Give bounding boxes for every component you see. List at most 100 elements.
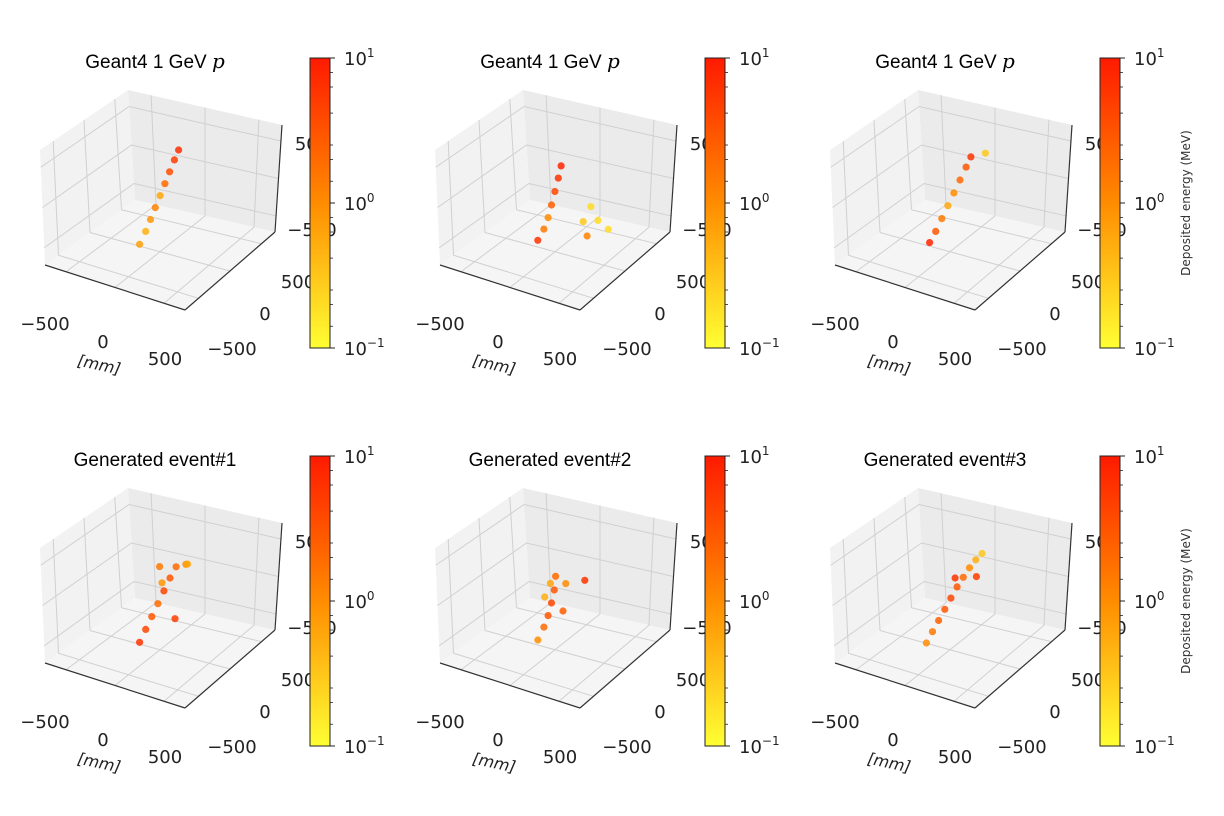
data-point	[557, 162, 565, 170]
colorbar-tick-label: 10−1	[344, 336, 385, 360]
y-tick-label: 0	[654, 702, 665, 723]
axes	[439, 124, 678, 311]
data-point	[978, 549, 986, 558]
x-tick-label: −500	[20, 314, 69, 335]
data-point	[541, 593, 549, 601]
data-point	[161, 180, 169, 188]
x-axis-label: [mm]	[76, 749, 123, 777]
colorbar-tick-label: 101	[344, 46, 375, 70]
data-point	[550, 586, 558, 594]
floor-pane	[440, 598, 670, 708]
grid	[435, 493, 677, 702]
y-tick-label: 500	[1071, 670, 1105, 691]
data-point	[136, 638, 144, 646]
data-point	[604, 225, 612, 233]
x-tick-label: −500	[20, 712, 69, 733]
axes	[44, 522, 283, 709]
x-tick-label: 0	[492, 332, 503, 353]
x-tick-label: −500	[415, 314, 464, 335]
data-point	[981, 149, 989, 157]
data-point	[922, 639, 930, 647]
panel-2: Geant4 1 GeV p−5000500[mm]−5000500−50050…	[415, 46, 779, 378]
x-axis-label: [mm]	[866, 749, 913, 777]
data-point	[544, 214, 552, 222]
scatter-points	[136, 560, 192, 646]
data-point	[562, 580, 570, 588]
x-tick-label: −500	[810, 712, 859, 733]
title-symbol: p	[1002, 49, 1015, 73]
data-point	[146, 215, 155, 224]
data-point	[546, 579, 554, 587]
data-point	[136, 240, 144, 248]
y-tick-label: 500	[676, 670, 710, 691]
data-point	[928, 628, 937, 636]
data-point	[171, 615, 179, 623]
colorbar	[309, 455, 331, 747]
x-tick-label: 500	[148, 747, 182, 768]
data-point	[142, 227, 150, 235]
colorbar-tick-label: 10−1	[344, 734, 385, 758]
panel-title: Geant4 1 GeV p	[875, 49, 1015, 73]
colorbar	[309, 57, 331, 349]
data-point	[148, 613, 156, 621]
colorbar-tick-label: 100	[739, 589, 770, 613]
grid	[435, 95, 677, 304]
data-point	[156, 192, 164, 200]
x-tick-label: 500	[938, 747, 972, 768]
data-point	[534, 236, 542, 244]
x-tick-label: 500	[543, 747, 577, 768]
panel-6: Generated event#3−5000500[mm]−5000500−50…	[810, 444, 1193, 776]
data-point	[962, 163, 970, 171]
data-point	[583, 232, 591, 240]
data-point	[926, 239, 934, 247]
data-point	[170, 156, 178, 164]
data-point	[932, 227, 940, 235]
data-point	[160, 587, 168, 595]
data-point	[156, 563, 164, 571]
y-tick-label: −500	[207, 737, 256, 758]
data-point	[172, 563, 180, 571]
scatter-points	[922, 549, 986, 647]
x-tick-label: 0	[492, 730, 503, 751]
panel-title: Geant4 1 GeV p	[85, 49, 225, 73]
y-tick-label: 500	[676, 272, 710, 293]
data-point	[938, 215, 946, 223]
y-tick-label: 500	[1071, 272, 1105, 293]
data-point	[151, 204, 159, 212]
data-point	[534, 636, 542, 644]
y-tick-label: 0	[1049, 702, 1060, 723]
x-axis-label: [mm]	[471, 351, 518, 379]
y-tick-label: −500	[997, 737, 1046, 758]
colorbar-tick-label: 10−1	[1134, 336, 1175, 360]
colorbar-tick-label: 100	[739, 191, 770, 215]
axes	[834, 522, 1073, 709]
x-tick-label: 0	[887, 332, 898, 353]
data-point	[158, 579, 166, 587]
scatter-points	[534, 162, 612, 244]
y-tick-label: 500	[281, 670, 315, 691]
title-symbol: p	[212, 49, 225, 73]
data-point	[959, 573, 967, 581]
data-point	[587, 203, 595, 211]
data-point	[554, 174, 562, 182]
y-tick-label: 500	[281, 272, 315, 293]
panel-title: Generated event#2	[469, 450, 632, 471]
y-tick-label: −500	[602, 339, 651, 360]
data-point	[581, 576, 589, 584]
colorbar-tick-label: 10−1	[1134, 734, 1175, 758]
data-point	[579, 218, 587, 226]
axes	[44, 124, 283, 311]
floor-pane	[45, 200, 275, 310]
grid	[830, 493, 1072, 702]
data-point	[547, 201, 556, 209]
panel-4: Generated event#1−5000500[mm]−5000500−50…	[20, 444, 384, 776]
colorbar-tick-label: 101	[1134, 444, 1165, 468]
x-axis-label: [mm]	[471, 749, 518, 777]
data-point	[544, 612, 552, 620]
x-tick-label: 500	[543, 349, 577, 370]
panel-3: Geant4 1 GeV p−5000500[mm]−5000500−50050…	[810, 46, 1193, 378]
floor-pane	[440, 200, 670, 310]
data-point	[154, 600, 162, 608]
y-tick-label: −500	[602, 737, 651, 758]
colorbar-tick-label: 101	[344, 444, 375, 468]
